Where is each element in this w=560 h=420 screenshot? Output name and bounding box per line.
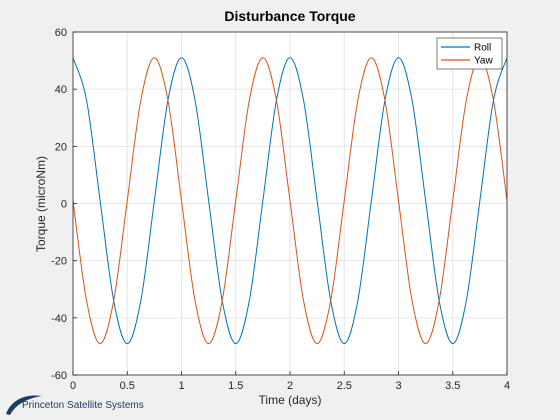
series-line-roll <box>73 57 507 345</box>
y-tick-label: 0 <box>61 199 67 211</box>
x-axis: 0 0.5 1 1.5 2 2.5 3 3.5 4 <box>70 371 510 392</box>
swoosh-icon <box>6 395 42 415</box>
legend-box <box>436 37 503 70</box>
x-tick-label: 1.5 <box>228 380 243 392</box>
x-axis-label: Time (days) <box>259 393 322 407</box>
y-tick-label: -40 <box>51 313 67 325</box>
x-tick-label: 3 <box>395 380 401 392</box>
y-tick-label: -20 <box>51 256 67 268</box>
x-tick-label: 3.5 <box>445 380 460 392</box>
x-tick-label: 0 <box>70 380 76 392</box>
x-tick-label: 0.5 <box>120 380 135 392</box>
brand-logo: Princeton Satellite Systems <box>4 388 174 418</box>
x-tick-label: 1 <box>178 380 184 392</box>
x-tick-label: 2.5 <box>337 380 352 392</box>
series-line-yaw <box>73 57 507 345</box>
y-tick-label: 40 <box>55 84 67 96</box>
brand-text: Princeton Satellite Systems <box>22 400 144 411</box>
y-axis: -60 -40 -20 0 20 40 60 <box>51 27 77 382</box>
chart-title: Disturbance Torque <box>224 8 355 24</box>
y-axis-label: Torque (microNm) <box>34 156 48 252</box>
x-tick-label: 4 <box>504 380 510 392</box>
legend: Roll Yaw <box>436 37 503 70</box>
y-tick-label: 20 <box>55 141 67 153</box>
y-tick-label: -60 <box>51 370 67 382</box>
legend-label-roll: Roll <box>474 43 491 54</box>
legend-label-yaw: Yaw <box>474 56 493 67</box>
x-tick-label: 2 <box>287 380 293 392</box>
y-tick-label: 60 <box>55 27 67 39</box>
series-layer <box>73 57 507 345</box>
